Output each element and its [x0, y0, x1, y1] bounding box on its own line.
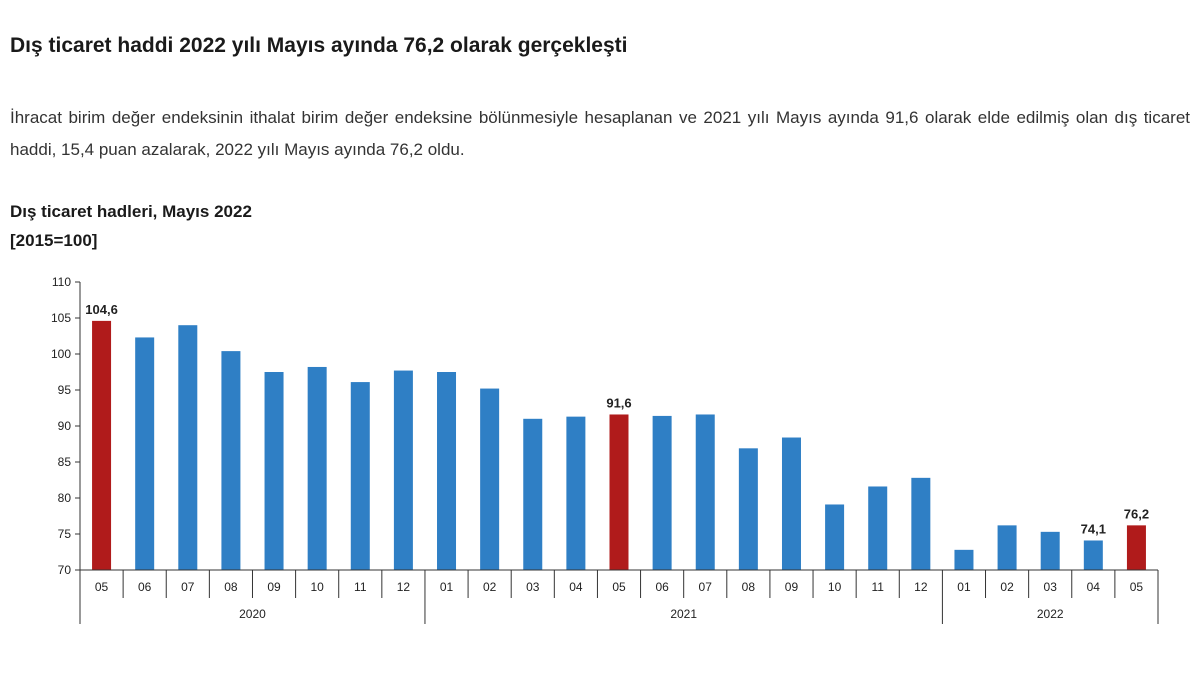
bar — [954, 549, 974, 570]
bar — [437, 372, 457, 570]
y-tick-label: 75 — [58, 527, 72, 541]
bar — [609, 414, 629, 570]
y-tick-label: 90 — [58, 419, 72, 433]
bar — [264, 372, 284, 570]
x-tick-label: 04 — [1087, 580, 1101, 594]
y-tick-label: 105 — [51, 311, 71, 325]
bar — [738, 448, 758, 570]
bar — [1083, 540, 1103, 570]
x-tick-label: 10 — [828, 580, 842, 594]
bar — [566, 416, 586, 570]
x-tick-label: 04 — [569, 580, 583, 594]
year-label: 2020 — [239, 607, 266, 621]
bar — [997, 525, 1017, 570]
bar — [911, 477, 931, 570]
bar — [480, 388, 500, 570]
x-tick-label: 07 — [181, 580, 195, 594]
data-label: 104,6 — [85, 302, 118, 317]
x-tick-label: 08 — [224, 580, 238, 594]
chart-title: Dış ticaret hadleri, Mayıs 2022 — [10, 202, 252, 221]
x-tick-label: 03 — [526, 580, 540, 594]
data-label: 74,1 — [1081, 521, 1106, 536]
chart-subtitle: [2015=100] — [10, 231, 98, 250]
year-label: 2021 — [670, 607, 697, 621]
headline: Dış ticaret haddi 2022 yılı Mayıs ayında… — [10, 34, 628, 57]
x-tick-label: 01 — [440, 580, 454, 594]
y-tick-label: 110 — [52, 275, 71, 289]
bar — [393, 370, 413, 570]
bar — [868, 486, 888, 570]
bar — [523, 418, 543, 570]
x-tick-label: 12 — [914, 580, 928, 594]
year-label: 2022 — [1037, 607, 1064, 621]
y-tick-label: 100 — [51, 347, 71, 361]
x-tick-label: 09 — [267, 580, 281, 594]
x-tick-label: 02 — [1000, 580, 1014, 594]
data-label: 76,2 — [1124, 506, 1149, 521]
x-tick-label: 10 — [310, 580, 324, 594]
bar — [221, 351, 241, 570]
y-tick-label: 70 — [58, 563, 72, 577]
bar — [1040, 531, 1060, 570]
x-tick-label: 05 — [95, 580, 109, 594]
y-tick-label: 80 — [58, 491, 72, 505]
bar — [1126, 525, 1146, 570]
x-tick-label: 06 — [655, 580, 669, 594]
x-tick-label: 12 — [397, 580, 411, 594]
bar — [92, 320, 112, 570]
x-tick-label: 05 — [1130, 580, 1144, 594]
y-tick-label: 95 — [58, 383, 72, 397]
x-tick-label: 07 — [699, 580, 713, 594]
x-tick-label: 01 — [957, 580, 971, 594]
x-tick-label: 11 — [871, 580, 884, 594]
x-tick-label: 09 — [785, 580, 799, 594]
bar — [781, 437, 801, 570]
description-paragraph: İhracat birim değer endeksinin ithalat b… — [10, 108, 1190, 159]
bar — [652, 415, 672, 570]
bar — [178, 325, 198, 570]
data-label: 91,6 — [606, 395, 631, 410]
x-tick-label: 08 — [742, 580, 756, 594]
x-tick-label: 02 — [483, 580, 497, 594]
y-tick-label: 85 — [58, 455, 72, 469]
x-tick-label: 03 — [1044, 580, 1058, 594]
x-tick-label: 05 — [612, 580, 626, 594]
bar — [695, 414, 715, 570]
bar — [825, 504, 845, 570]
x-tick-label: 11 — [354, 580, 367, 594]
bar — [307, 366, 327, 570]
bar — [350, 382, 370, 570]
bar — [135, 337, 155, 570]
x-tick-label: 06 — [138, 580, 152, 594]
